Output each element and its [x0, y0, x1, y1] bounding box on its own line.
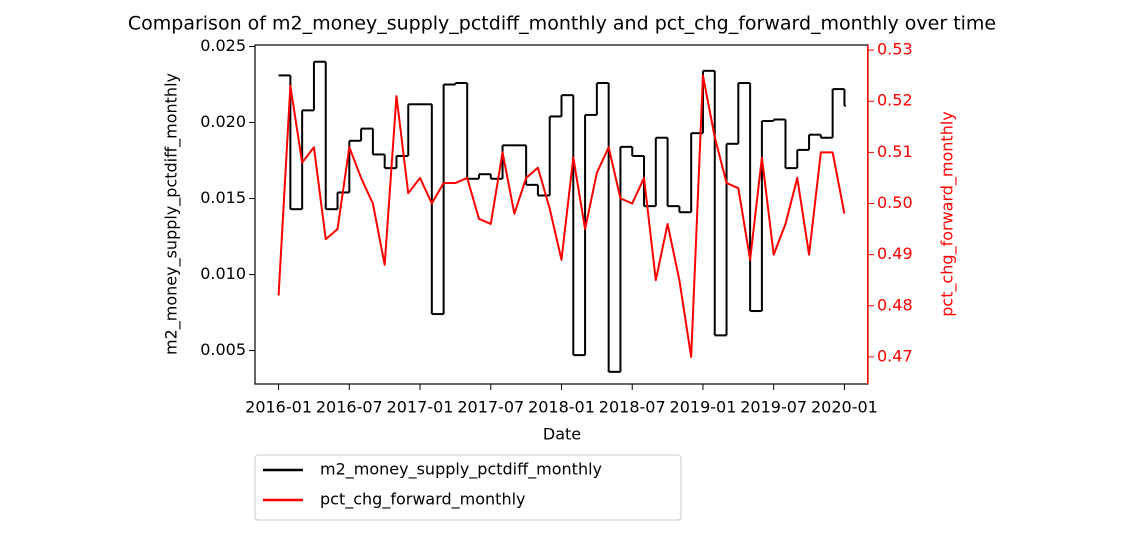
y-tick-label: 0.020: [200, 112, 246, 131]
y2-tick-label: 0.52: [877, 91, 913, 110]
plot-area: [277, 60, 846, 373]
x-tick-label: 2018-07: [599, 398, 666, 417]
x-tick-label: 2019-07: [740, 398, 807, 417]
line-series: [277, 74, 846, 358]
y-tick-label: 0.010: [200, 264, 246, 283]
y-tick-label: 0.015: [200, 188, 246, 207]
x-tick-label: 2017-01: [387, 398, 454, 417]
y2-axis-label: pct_chg_forward_monthly: [938, 111, 958, 317]
x-axis-label: Date: [543, 425, 581, 444]
y-tick-label: 0.025: [200, 36, 246, 55]
x-tick-label: 2018-01: [528, 398, 595, 417]
legend-label: m2_money_supply_pctdiff_monthly: [320, 460, 602, 480]
chart-title: Comparison of m2_money_supply_pctdiff_mo…: [128, 13, 996, 35]
y-axis-label: m2_money_supply_pctdiff_monthly: [162, 73, 182, 355]
y2-tick-label: 0.50: [877, 193, 913, 212]
legend-label: pct_chg_forward_monthly: [320, 490, 526, 510]
y2-tick-label: 0.48: [877, 295, 913, 314]
x-tick-label: 2016-01: [245, 398, 312, 417]
legend: [254, 454, 682, 521]
y2-tick-label: 0.53: [877, 40, 913, 59]
x-tick-label: 2019-01: [670, 398, 737, 417]
x-tick-label: 2020-01: [811, 398, 878, 417]
y-tick-label: 0.005: [200, 340, 246, 359]
y2-spine: [867, 45, 869, 384]
x-tick-label: 2016-07: [316, 398, 383, 417]
y2-tick-label: 0.47: [877, 346, 913, 365]
y2-tick-label: 0.49: [877, 244, 913, 263]
y2-tick-label: 0.51: [877, 142, 913, 161]
x-tick-label: 2017-07: [457, 398, 524, 417]
